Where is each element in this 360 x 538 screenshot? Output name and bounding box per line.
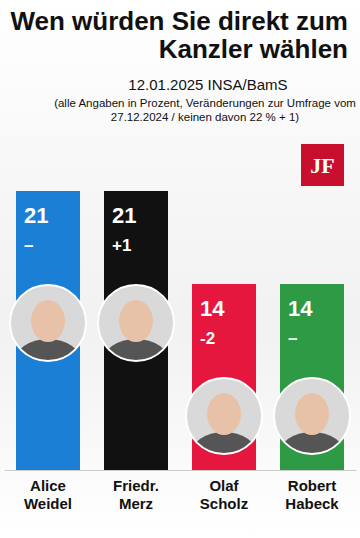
tick-label-line: Scholz bbox=[200, 495, 248, 512]
tick-label-line: Olaf bbox=[209, 477, 239, 494]
portrait-shoulders bbox=[278, 432, 346, 480]
tick: Friedr.Merz bbox=[113, 470, 159, 512]
portrait-figure bbox=[190, 393, 258, 480]
tick-label-line: Robert bbox=[288, 477, 336, 494]
portrait-ring bbox=[98, 285, 174, 361]
portrait-ring bbox=[274, 378, 350, 454]
axis-line bbox=[5, 470, 357, 471]
note: (alle Angaben in Prozent, Veränderungen … bbox=[54, 97, 356, 123]
portrait-figure bbox=[102, 300, 170, 387]
change-label: -2 bbox=[200, 329, 215, 348]
tick-label: Friedr.Merz bbox=[113, 477, 159, 513]
tick-label-line: Weidel bbox=[24, 495, 72, 512]
portrait-figure bbox=[14, 300, 82, 387]
portrait-ring bbox=[186, 378, 262, 454]
data-label: 21 bbox=[112, 203, 136, 228]
portrait bbox=[10, 285, 86, 387]
portrait-head bbox=[31, 300, 65, 342]
logo-text: JF bbox=[310, 153, 334, 178]
subtitle: 12.01.2025 INSA/BamS bbox=[128, 76, 287, 93]
portrait-ring bbox=[10, 285, 86, 361]
tick-label-line: Habeck bbox=[285, 495, 339, 512]
text-line: Wen würden Sie direkt zum bbox=[10, 6, 348, 36]
portrait-head bbox=[295, 393, 329, 435]
data-label: 14 bbox=[200, 296, 225, 321]
text-line: (alle Angaben in Prozent, Veränderungen … bbox=[54, 97, 356, 109]
logo: JF bbox=[301, 144, 344, 186]
portrait-shoulders bbox=[14, 339, 82, 387]
change-labels: – +1 -2 – bbox=[24, 236, 297, 348]
data-labels: 21 21 14 14 bbox=[24, 203, 313, 321]
portrait-shoulders bbox=[102, 339, 170, 387]
tick-label-line: Merz bbox=[119, 495, 153, 512]
change-label: – bbox=[288, 329, 297, 348]
tick: AliceWeidel bbox=[24, 470, 72, 512]
portrait bbox=[98, 285, 174, 387]
tick-label: RobertHabeck bbox=[285, 477, 339, 513]
portrait-shoulders bbox=[190, 432, 258, 480]
portraits bbox=[10, 285, 350, 480]
tick-label-line: Friedr. bbox=[113, 477, 159, 494]
data-label: 21 bbox=[24, 203, 48, 228]
text-line: 27.12.2024 / keinen davon 22 % + 1) bbox=[111, 111, 299, 123]
portrait bbox=[274, 378, 350, 480]
portrait-figure bbox=[278, 393, 346, 480]
tick: RobertHabeck bbox=[285, 470, 339, 512]
x-axis: AliceWeidel Friedr.Merz OlafScholz RobertHa… bbox=[5, 470, 357, 512]
portrait-head bbox=[119, 300, 153, 342]
portrait-head bbox=[207, 393, 241, 435]
change-label: – bbox=[24, 236, 33, 255]
portrait bbox=[186, 378, 262, 480]
tick-label: OlafScholz bbox=[200, 477, 248, 513]
change-label: +1 bbox=[112, 236, 131, 255]
logo-box bbox=[301, 144, 344, 186]
background bbox=[0, 0, 360, 538]
tick-label: AliceWeidel bbox=[24, 477, 72, 513]
text-line: Kanzler wählen bbox=[159, 34, 348, 64]
title: Wen würden Sie direkt zumKanzler wählen bbox=[10, 6, 348, 64]
data-label: 14 bbox=[288, 296, 313, 321]
tick: OlafScholz bbox=[200, 470, 248, 512]
tick-label-line: Alice bbox=[30, 477, 66, 494]
chart: Wen würden Sie direkt zumKanzler wählen 1… bbox=[0, 0, 360, 538]
